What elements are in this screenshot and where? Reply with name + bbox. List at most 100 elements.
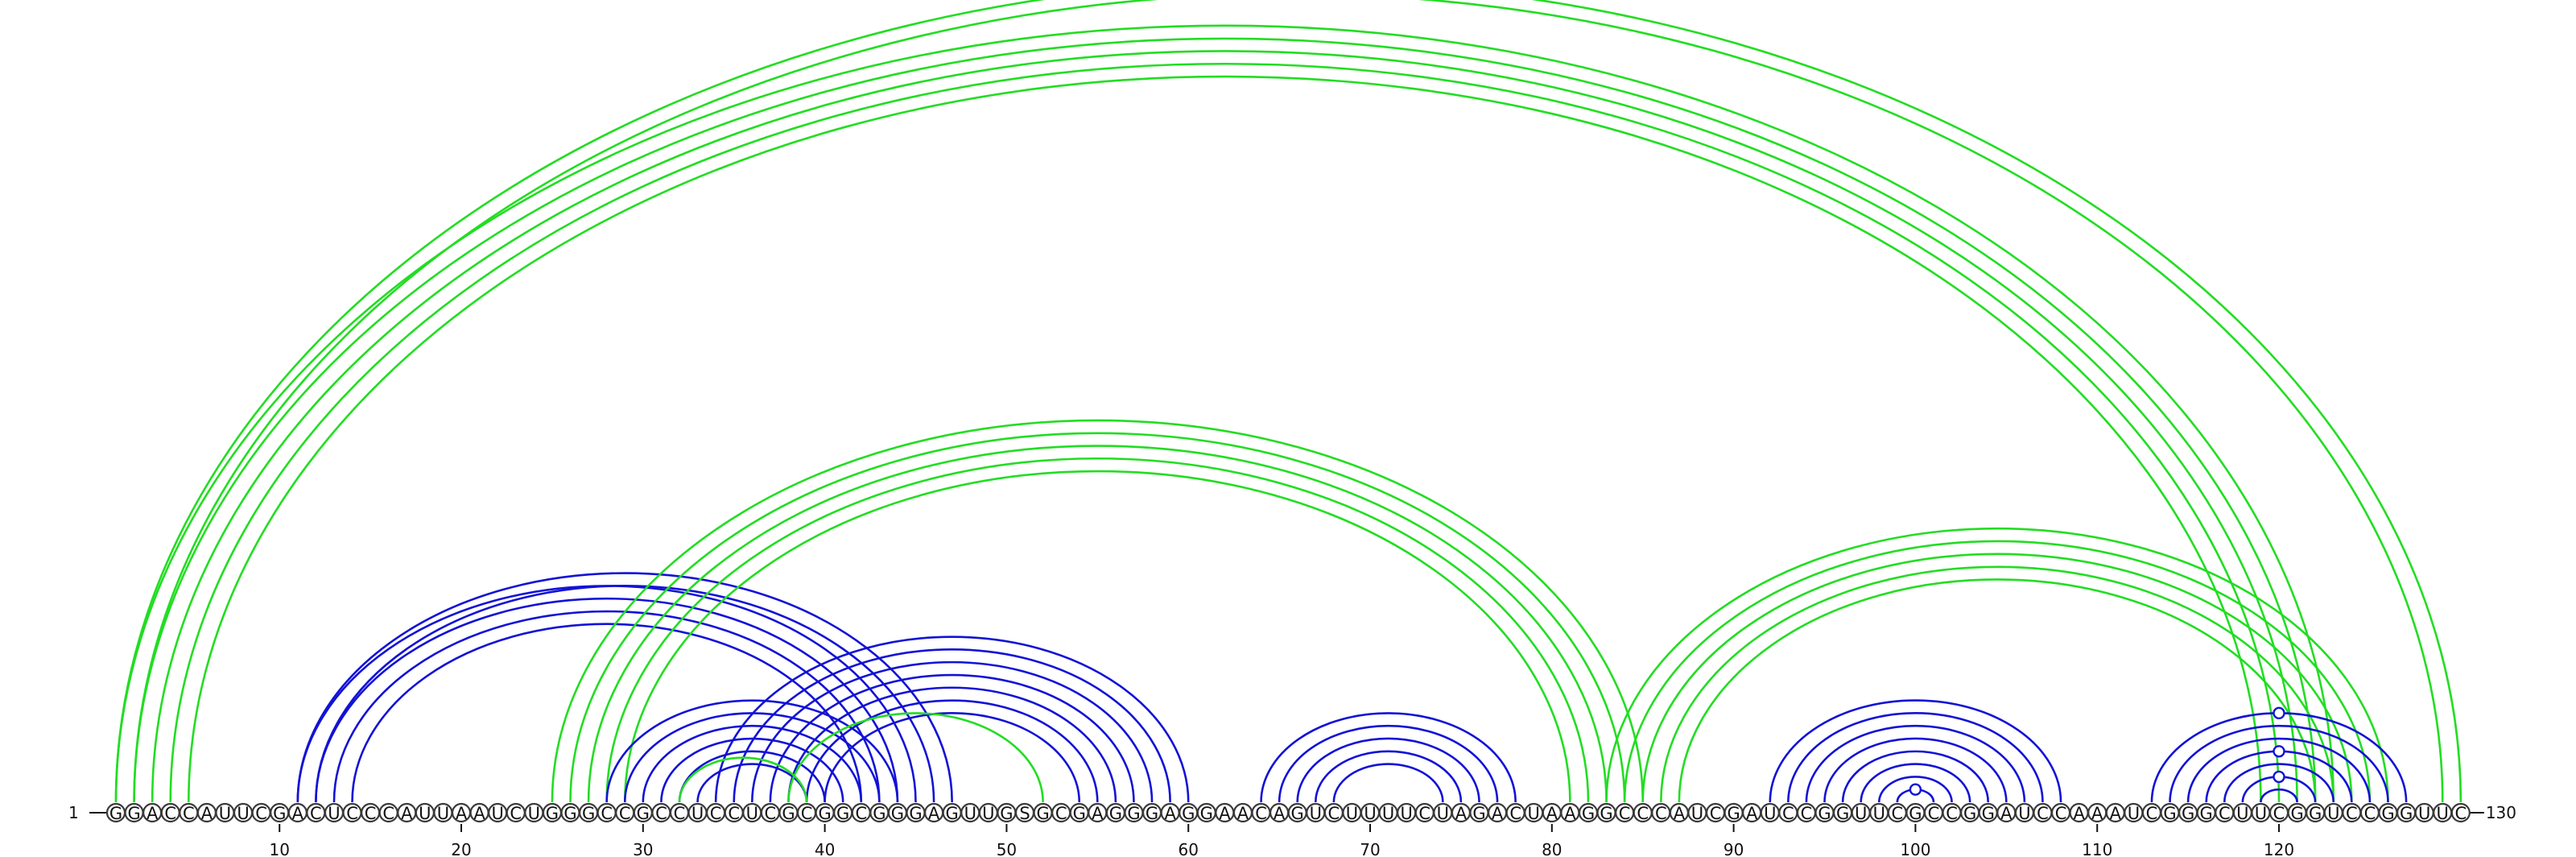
nucleotide-57: G xyxy=(1124,802,1144,823)
nucleotide-letter: C xyxy=(1892,804,1904,823)
nucleotide-46: A xyxy=(923,802,944,823)
nucleotide-64: C xyxy=(1251,802,1271,823)
base-pair-arc-93-107 xyxy=(1787,712,2044,803)
nucleotide-letter: A xyxy=(1274,804,1286,823)
nucleotide-letter: G xyxy=(2309,804,2322,823)
nucleotide-86: C xyxy=(1651,802,1671,823)
nucleotide-77: A xyxy=(1487,802,1508,823)
nucleotide-letter: C xyxy=(801,804,813,823)
nucleotide-54: G xyxy=(1069,802,1089,823)
nucleotide-letter: C xyxy=(2055,804,2067,823)
nucleotide-61: G xyxy=(1196,802,1216,823)
nucleotide-letter: A xyxy=(1674,804,1686,823)
nucleotide-letter: U xyxy=(491,804,503,823)
nucleotide-letter: A xyxy=(1455,804,1468,823)
nucleotide-107: C xyxy=(2033,802,2053,823)
nucleotide-42: C xyxy=(851,802,871,823)
nucleotide-82: G xyxy=(1578,802,1599,823)
nucleotide-68: C xyxy=(1323,802,1344,823)
nucleotide-3: A xyxy=(142,802,163,823)
base-pair-arc-5-119 xyxy=(188,75,2262,803)
nucleotide-117: C xyxy=(2215,802,2235,823)
nucleotide-101: C xyxy=(1923,802,1944,823)
base-pair-arc-3-121 xyxy=(151,50,2298,803)
base-pair-arc-14-42 xyxy=(351,623,863,803)
nucleotide-letter: G xyxy=(1982,804,1995,823)
nucleotide-letter: C xyxy=(2146,804,2158,823)
axis-tick-label-120: 120 xyxy=(2264,840,2294,857)
nucleotide-109: A xyxy=(2069,802,2089,823)
nucleotide-47: G xyxy=(942,802,962,823)
nucleotide-21: A xyxy=(469,802,489,823)
base-pair-arc-13-43 xyxy=(332,610,881,803)
nucleotide-16: C xyxy=(378,802,398,823)
nucleotide-22: U xyxy=(488,802,508,823)
base-pair-arc-2-129 xyxy=(133,0,2444,803)
nucleotide-letter: A xyxy=(1237,804,1249,823)
nucleotide-letter: G xyxy=(1836,804,1849,823)
nucleotide-40: G xyxy=(815,802,835,823)
nucleotide-79: U xyxy=(1524,802,1544,823)
nucleotide-102: C xyxy=(1942,802,1962,823)
axis-tick-label-100: 100 xyxy=(1900,840,1930,857)
base-pair-arc-1-130 xyxy=(114,0,2462,803)
nucleotide-59: A xyxy=(1160,802,1180,823)
base-pair-arc-29-81 xyxy=(623,470,1571,803)
nucleotide-113: C xyxy=(2141,802,2162,823)
nucleotide-81: A xyxy=(1560,802,1580,823)
nucleotide-letter: U xyxy=(982,804,994,823)
nucleotide-1: G xyxy=(105,802,126,823)
nucleotide-75: A xyxy=(1451,802,1472,823)
nucleotide-50: G xyxy=(997,802,1017,823)
nucleotide-7: U xyxy=(215,802,235,823)
nucleotide-letter: C xyxy=(601,804,613,823)
position-axis: 10 20 30 40 50 60 70 80 90 100 110 120 xyxy=(269,824,2294,857)
base-pair-arc-66-76 xyxy=(1296,737,1480,803)
nucleotide-65: A xyxy=(1269,802,1290,823)
nucleotide-99: C xyxy=(1887,802,1907,823)
nucleotide-letter: U xyxy=(1346,804,1358,823)
nucleotide-128: U xyxy=(2414,802,2434,823)
nucleotide-letter: A xyxy=(1092,804,1104,823)
nucleotide-55: A xyxy=(1088,802,1108,823)
nucleotide-letter: U xyxy=(2437,804,2449,823)
nucleotide-letter: C xyxy=(2364,804,2376,823)
nucleotide-letter: A xyxy=(1492,804,1504,823)
nucleotide-63: A xyxy=(1232,802,1253,823)
nucleotide-letter: C xyxy=(1928,804,1940,823)
nucleotide-letter: U xyxy=(1691,804,1703,823)
base-pair-arc-35-59 xyxy=(733,648,1171,803)
base-pair-arc-92-108 xyxy=(1769,699,2062,803)
nucleotide-letter: U xyxy=(1310,804,1322,823)
nucleotide-letter: C xyxy=(655,804,667,823)
base-pair-arc-94-106 xyxy=(1805,724,2026,803)
nucleotide-letter: G xyxy=(1182,804,1195,823)
nucleotide-letter: G xyxy=(2163,804,2176,823)
nucleotide-66: G xyxy=(1287,802,1307,823)
nucleotide-letter: G xyxy=(109,804,122,823)
nucleotide-32: C xyxy=(669,802,690,823)
nucleotide-letter: C xyxy=(1509,804,1521,823)
nucleotide-letter: G xyxy=(1036,804,1049,823)
nucleotide-119: U xyxy=(2251,802,2271,823)
nucleotide-71: U xyxy=(1378,802,1398,823)
arc-marker-113-127 xyxy=(2273,706,2285,720)
nucleotide-letter: U xyxy=(1873,804,1885,823)
axis-tick-label-110: 110 xyxy=(2082,840,2112,857)
nucleotide-17: A xyxy=(397,802,417,823)
base-pair-arc-83-126 xyxy=(1605,527,2389,803)
nucleotide-letter: G xyxy=(546,804,559,823)
nucleotide-36: U xyxy=(742,802,762,823)
nucleotide-letter: U xyxy=(1400,804,1412,823)
nucleotide-letter: C xyxy=(1255,804,1267,823)
nucleotide-letter: G xyxy=(2381,804,2394,823)
nucleotide-letter: G xyxy=(127,804,140,823)
nucleotide-8: U xyxy=(233,802,254,823)
nucleotide-126: G xyxy=(2378,802,2398,823)
nucleotide-111: A xyxy=(2105,802,2125,823)
nucleotide-letter: C xyxy=(728,804,740,823)
nucleotide-100: G xyxy=(1905,802,1926,823)
nucleotide-letter: U xyxy=(419,804,431,823)
